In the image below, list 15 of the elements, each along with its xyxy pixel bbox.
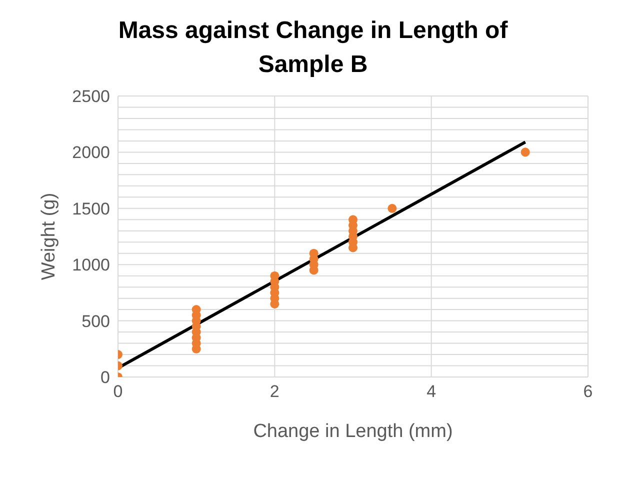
x-tick-label: 0 <box>113 382 123 402</box>
x-tick-label: 2 <box>270 382 280 402</box>
x-axis-title: Change in Length (mm) <box>253 421 453 442</box>
y-tick-label: 2500 <box>72 87 110 106</box>
x-tick-label: 4 <box>426 382 436 402</box>
point <box>388 204 397 213</box>
y-tick-label: 2000 <box>72 143 110 162</box>
y-tick-label: 0 <box>100 368 110 388</box>
y-tick-label: 500 <box>82 312 110 331</box>
chart-title: Mass against Change in Length of Sample B <box>117 16 509 80</box>
y-axis-title: Weight (g) <box>38 192 60 280</box>
point <box>520 148 530 157</box>
y-tick-label: 1000 <box>72 256 110 275</box>
y-tick-label: 1500 <box>72 199 110 218</box>
x-tick-label: 6 <box>583 382 593 402</box>
